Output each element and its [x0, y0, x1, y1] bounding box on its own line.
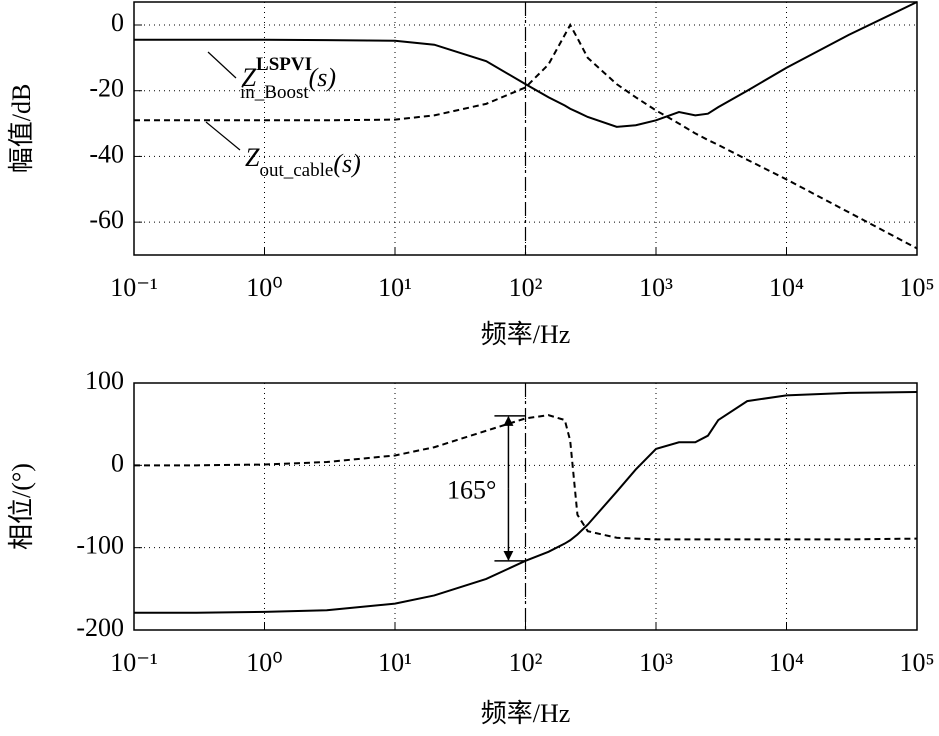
y-tick-label: -60	[89, 205, 124, 234]
series-line	[134, 1, 918, 128]
y-tick-label: -40	[89, 139, 124, 168]
leader-line	[207, 51, 237, 79]
x-tick-label: 10³	[639, 273, 673, 302]
y-tick-label: -20	[89, 74, 124, 103]
y-axis-title: 相位/(°)	[7, 463, 36, 550]
label-sub: out_cable	[259, 160, 333, 181]
x-tick-label: 10⁵	[899, 273, 934, 302]
label-base: Z	[245, 143, 260, 172]
x-axis-title: 频率/Hz	[481, 699, 571, 728]
y-axis-title: 幅值/dB	[7, 84, 36, 174]
series-line	[134, 414, 918, 541]
series-line	[134, 391, 918, 614]
x-tick-label: 10²	[509, 648, 543, 677]
y-tick-label: -100	[76, 531, 124, 560]
label-sub: in_Boost	[240, 82, 309, 103]
x-tick-label: 10³	[639, 648, 673, 677]
series-line	[134, 22, 918, 250]
label-arg: (s)	[333, 149, 360, 178]
label-arg: (s)	[309, 63, 336, 92]
y-tick-label: -200	[76, 613, 124, 642]
x-tick-label: 10⁻¹	[110, 273, 158, 302]
x-tick-label: 10⁵	[899, 648, 934, 677]
x-tick-label: 10⁴	[769, 648, 804, 677]
annotation-label: 165°	[447, 475, 496, 504]
x-tick-label: 10⁰	[246, 648, 282, 677]
series-label: Zout_cable(s)	[245, 143, 361, 181]
x-tick-label: 10²	[509, 273, 543, 302]
y-tick-label: 0	[111, 448, 124, 477]
x-tick-label: 10⁴	[769, 273, 804, 302]
y-tick-label: 0	[111, 8, 124, 37]
x-tick-label: 10¹	[378, 273, 412, 302]
x-tick-label: 10⁰	[246, 273, 282, 302]
x-tick-label: 10⁻¹	[110, 648, 158, 677]
x-tick-label: 10¹	[378, 648, 412, 677]
leader-line	[205, 121, 241, 151]
x-axis-title: 频率/Hz	[481, 320, 571, 349]
series-label: ZLSPVI in_Boost(s)	[240, 54, 336, 103]
label-sup: LSPVI	[256, 54, 312, 75]
y-tick-label: 100	[85, 366, 124, 395]
label-base: Z	[242, 63, 257, 92]
